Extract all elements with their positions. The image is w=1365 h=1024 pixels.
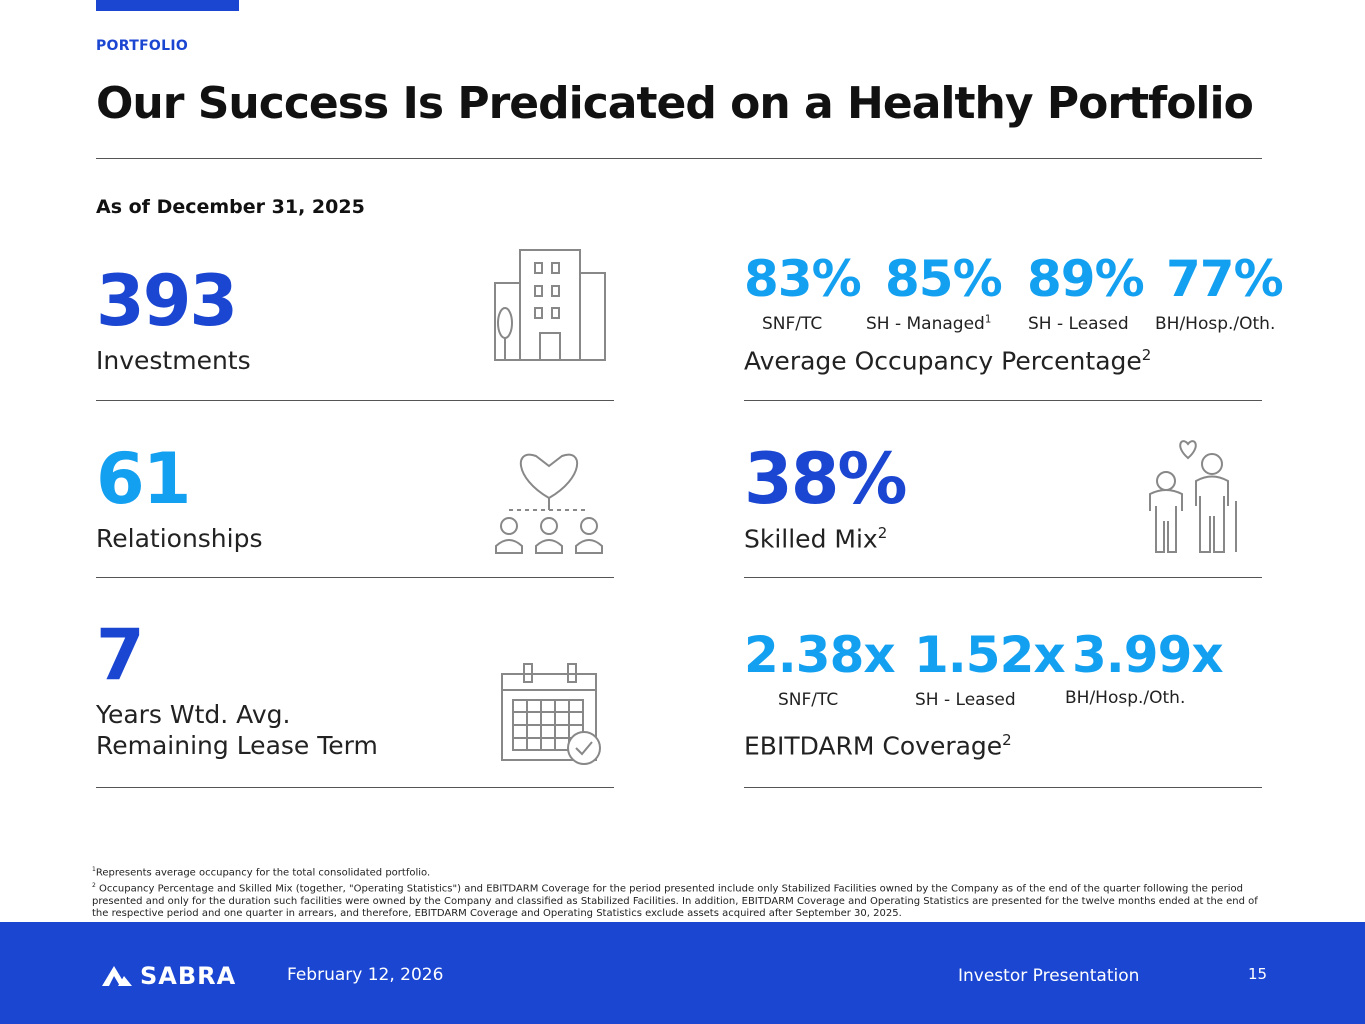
- occupancy-sh-managed-label: SH - Managed1: [866, 314, 992, 334]
- divider: [744, 400, 1262, 401]
- lease-term-value: 7: [96, 614, 145, 696]
- divider: [96, 400, 614, 401]
- accent-bar: [96, 0, 239, 11]
- coverage-sh-leased-label: SH - Leased: [915, 690, 1016, 710]
- occupancy-sh-leased-value: 89%: [1027, 250, 1145, 308]
- sabra-logo-mark: [102, 966, 132, 986]
- lease-term-label-1: Years Wtd. Avg.: [96, 700, 291, 729]
- divider: [96, 577, 614, 578]
- coverage-snf-value: 2.38x: [744, 626, 896, 684]
- footnote-1: 1Represents average occupancy for the to…: [92, 866, 431, 879]
- occupancy-bh-value: 77%: [1166, 250, 1284, 308]
- section-label: PORTFOLIO: [96, 38, 189, 54]
- footer-presentation: Investor Presentation: [958, 966, 1140, 986]
- divider: [96, 787, 614, 788]
- relationships-label: Relationships: [96, 524, 263, 553]
- lease-term-label-2: Remaining Lease Term: [96, 731, 378, 760]
- as-of-date: As of December 31, 2025: [96, 196, 365, 218]
- page-title: Our Success Is Predicated on a Healthy P…: [96, 78, 1254, 129]
- occupancy-bh-label: BH/Hosp./Oth.: [1155, 314, 1276, 334]
- occupancy-snf-label: SNF/TC: [762, 314, 823, 334]
- relationships-value: 61: [96, 438, 191, 520]
- coverage-snf-label: SNF/TC: [778, 690, 839, 710]
- occupancy-sh-leased-label: SH - Leased: [1028, 314, 1129, 334]
- skilled-mix-label: Skilled Mix2: [744, 524, 888, 554]
- footer-date: February 12, 2026: [287, 965, 444, 985]
- divider: [96, 158, 1262, 159]
- footnote-2: 2 Occupancy Percentage and Skilled Mix (…: [92, 881, 1258, 920]
- elderly-couple-icon: [1149, 440, 1237, 553]
- divider: [744, 577, 1262, 578]
- calendar-check-icon: [501, 663, 601, 765]
- coverage-bh-value: 3.99x: [1072, 626, 1224, 684]
- building-icon: [494, 249, 606, 361]
- occupancy-sh-managed-value: 85%: [885, 250, 1003, 308]
- footnotes: 1Represents average occupancy for the to…: [92, 864, 1272, 921]
- page-number: 15: [1248, 965, 1268, 983]
- sabra-logo: SABRA: [140, 962, 237, 990]
- handshake-network-icon: [495, 453, 603, 554]
- investments-label: Investments: [96, 346, 251, 375]
- coverage-label: EBITDARM Coverage2: [744, 731, 1012, 761]
- divider: [744, 787, 1262, 788]
- coverage-bh-label: BH/Hosp./Oth.: [1065, 688, 1186, 708]
- footer: SABRA February 12, 2026 Investor Present…: [0, 922, 1365, 1024]
- occupancy-label: Average Occupancy Percentage2: [744, 346, 1152, 376]
- skilled-mix-value: 38%: [744, 438, 908, 520]
- occupancy-snf-value: 83%: [744, 250, 862, 308]
- coverage-sh-leased-value: 1.52x: [914, 626, 1066, 684]
- investments-value: 393: [96, 260, 238, 342]
